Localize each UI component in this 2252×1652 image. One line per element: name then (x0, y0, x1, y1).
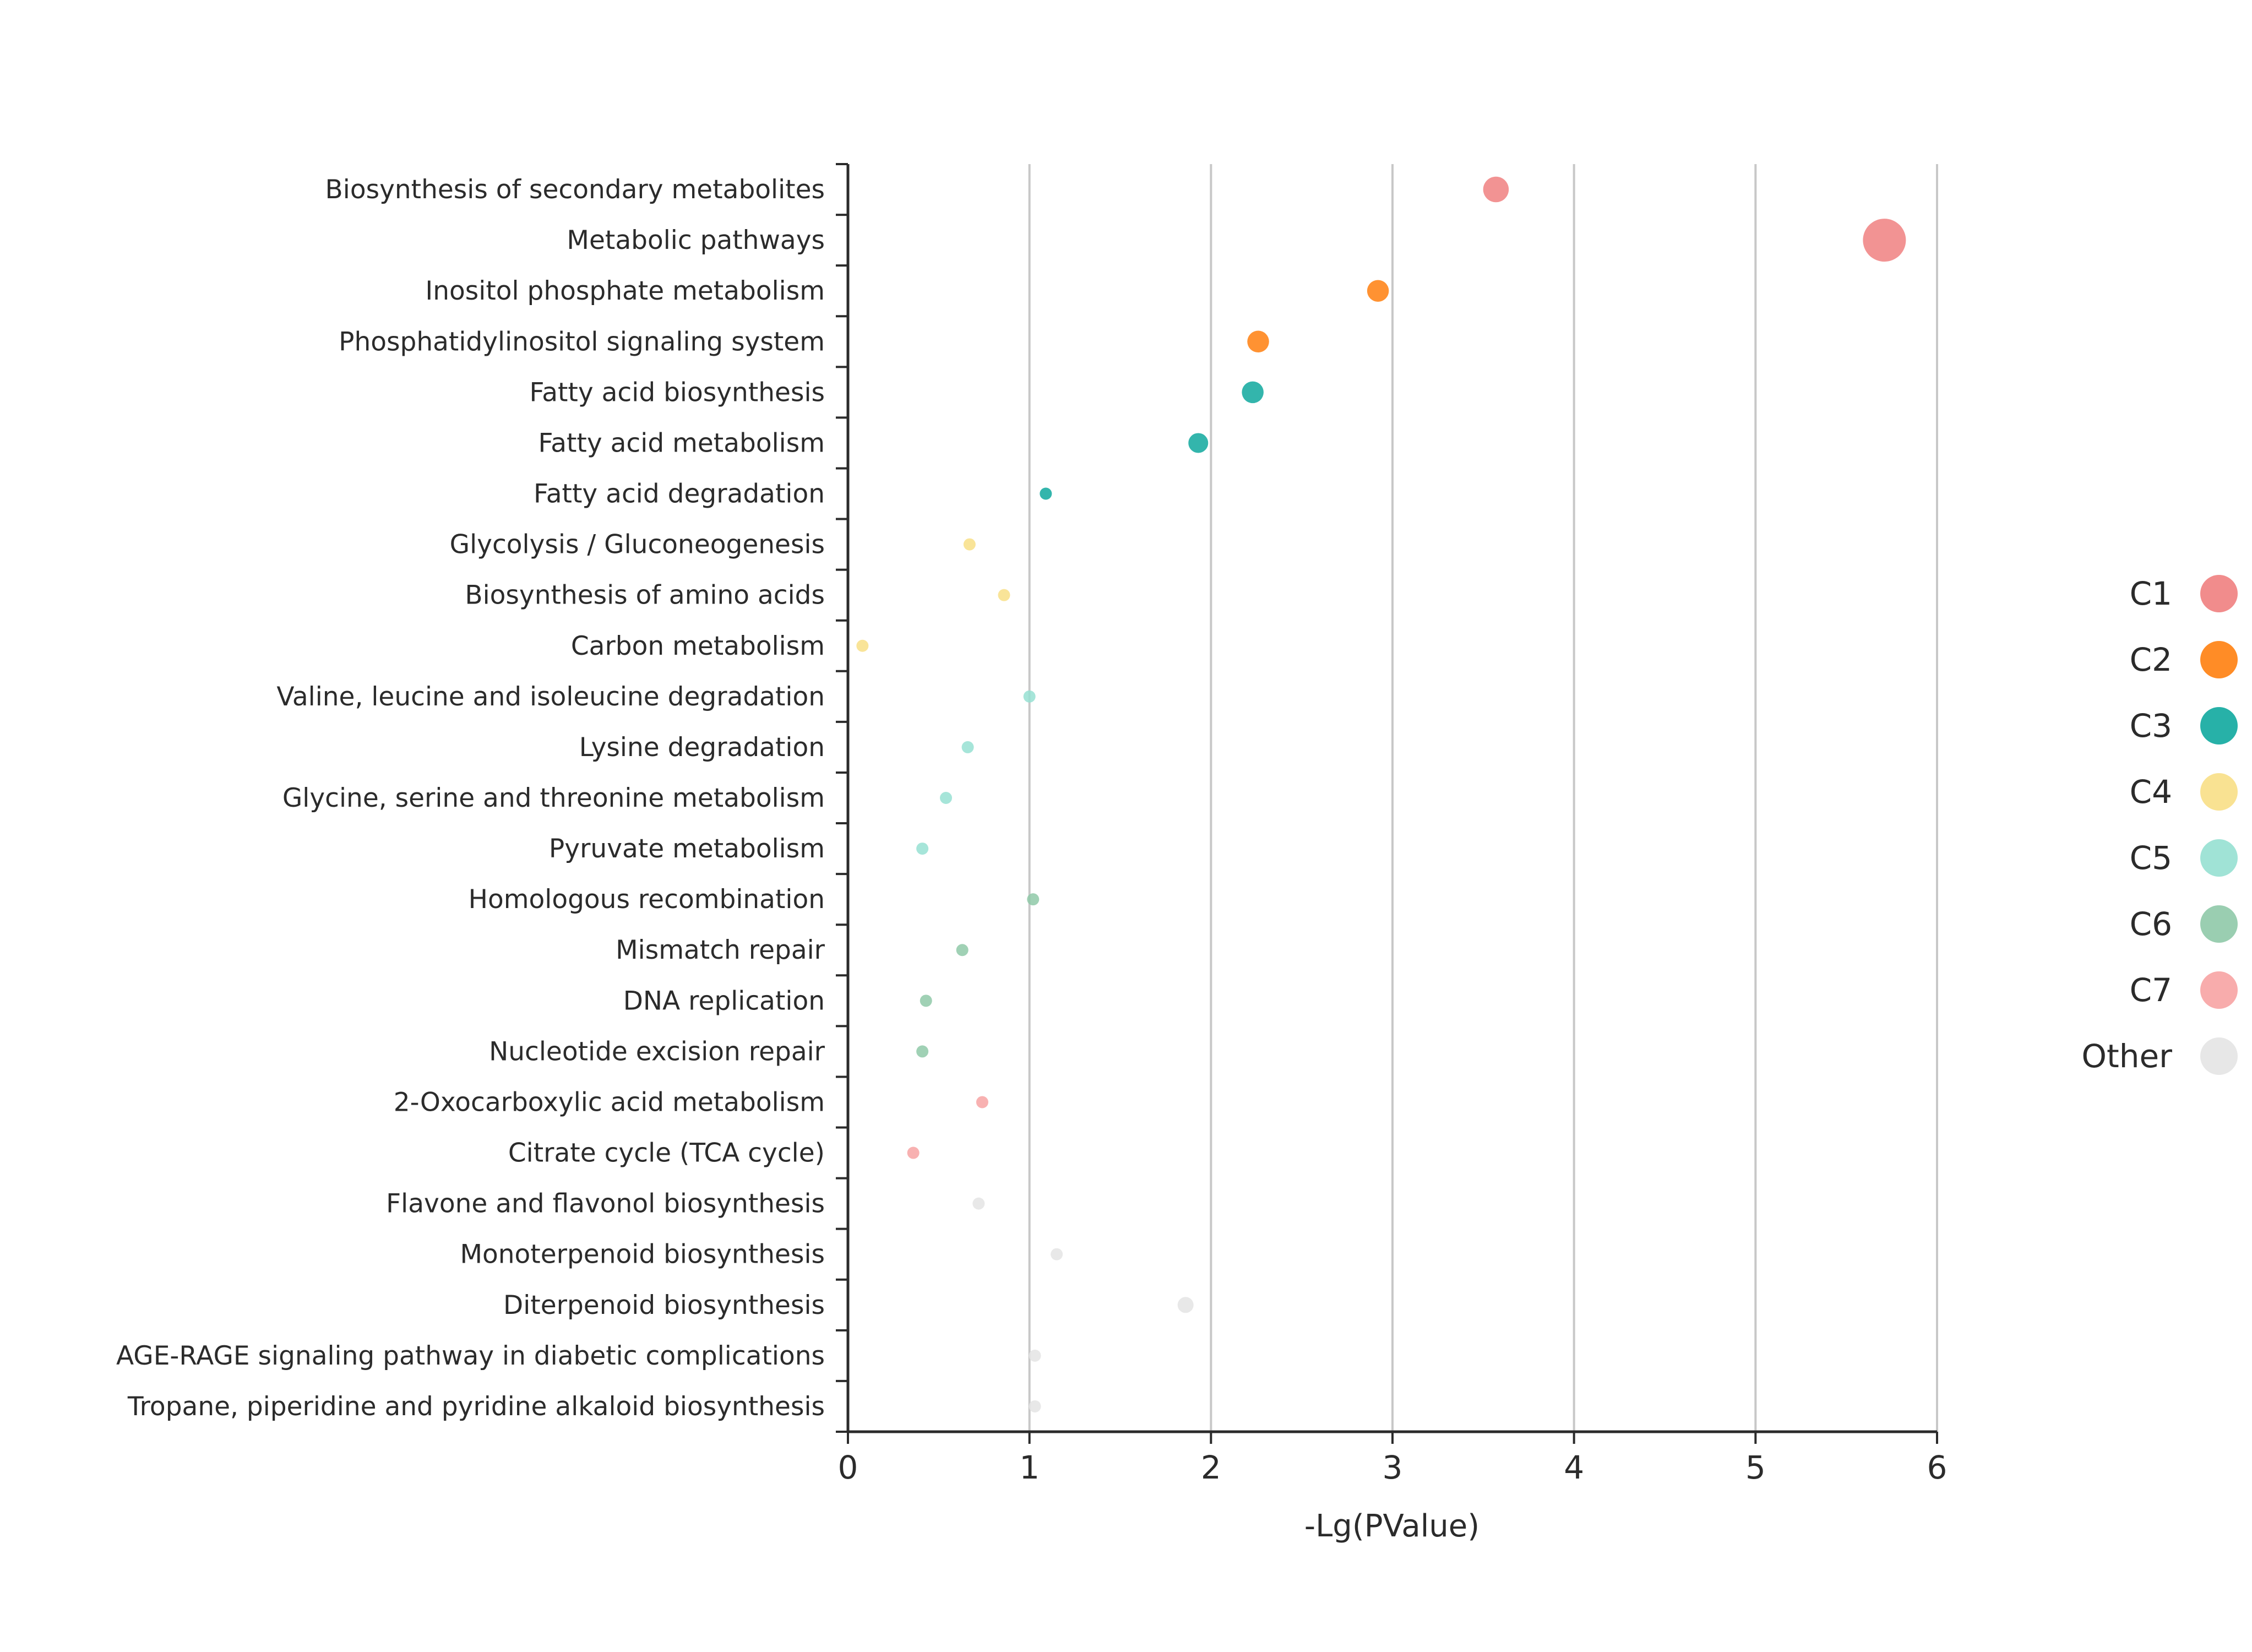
category-label: Flavone and flavonol biosynthesis (386, 1189, 825, 1219)
category-label: Phosphatidylinositol signaling system (339, 327, 825, 357)
category-label: Glycolysis / Gluconeogenesis (450, 530, 825, 560)
legend-label: C6 (2130, 905, 2172, 943)
legend-label: C2 (2130, 641, 2172, 678)
data-point (956, 944, 969, 957)
category-label: Biosynthesis of amino acids (465, 580, 825, 611)
data-point (976, 1096, 988, 1108)
category-label: Mismatch repair (616, 935, 825, 965)
category-label: Glycine, serine and threonine metabolism (282, 783, 825, 813)
legend: C1 C2 C3 C4 C5 C6 C7 Other (2081, 575, 2238, 1075)
x-axis-title: -Lg(PValue) (1304, 1508, 1479, 1544)
category-label: AGE-RAGE signaling pathway in diabetic c… (116, 1341, 825, 1371)
data-point (963, 538, 976, 551)
category-label: Carbon metabolism (571, 631, 825, 661)
data-point (916, 1045, 929, 1058)
legend-marker (2200, 905, 2238, 943)
legend-marker (2200, 773, 2238, 811)
category-label: Biosynthesis of secondary metabolites (325, 175, 825, 205)
x-tick-label: 1 (1019, 1449, 1040, 1486)
data-point (961, 741, 974, 753)
data-point (1483, 176, 1509, 203)
x-tick-label: 5 (1745, 1449, 1766, 1486)
axes (836, 163, 1938, 1444)
category-labels: Biosynthesis of secondary metabolites Met… (116, 175, 825, 1422)
x-tick-label: 3 (1383, 1449, 1403, 1486)
data-point (907, 1146, 920, 1159)
category-label: Inositol phosphate metabolism (425, 276, 825, 306)
legend-label: C3 (2130, 707, 2172, 745)
x-tick-labels: 0 1 2 3 4 5 6 (838, 1449, 1948, 1486)
category-label: Fatty acid biosynthesis (529, 377, 825, 407)
legend-label: C4 (2130, 773, 2172, 811)
data-point (856, 639, 869, 652)
category-label: Lysine degradation (579, 732, 825, 763)
category-label: Fatty acid metabolism (538, 428, 825, 458)
data-point (1051, 1248, 1063, 1260)
x-tick-label: 6 (1927, 1449, 1948, 1486)
category-label: Nucleotide excision repair (489, 1036, 825, 1067)
data-point (920, 995, 932, 1007)
legend-marker (2200, 575, 2238, 612)
legend-label: Other (2081, 1037, 2172, 1075)
data-point (916, 843, 929, 855)
legend-marker (2200, 839, 2238, 877)
data-point (1023, 690, 1036, 703)
legend-marker (2200, 1037, 2238, 1075)
data-point (1367, 280, 1389, 302)
category-label: DNA replication (623, 986, 825, 1016)
data-point (972, 1197, 985, 1210)
data-point (1029, 1349, 1041, 1362)
x-tick-label: 0 (838, 1449, 858, 1486)
data-point (1027, 893, 1040, 906)
category-label: Pyruvate metabolism (549, 834, 825, 864)
legend-marker (2200, 641, 2238, 678)
category-label: Fatty acid degradation (534, 479, 825, 509)
legend-label: C7 (2130, 971, 2172, 1009)
category-label: Homologous recombination (469, 884, 825, 915)
data-point (1029, 1400, 1041, 1412)
legend-label: C1 (2130, 575, 2172, 612)
category-label: Metabolic pathways (567, 225, 825, 256)
x-tick-label: 4 (1564, 1449, 1584, 1486)
category-label: Diterpenoid biosynthesis (503, 1290, 825, 1320)
data-point (1188, 433, 1209, 453)
data-point (1242, 381, 1264, 404)
x-tick-label: 2 (1201, 1449, 1221, 1486)
data-points (856, 176, 1906, 1412)
grid (1028, 164, 1938, 1432)
category-label: Citrate cycle (TCA cycle) (508, 1138, 825, 1169)
legend-label: C5 (2130, 839, 2172, 877)
data-point (1040, 487, 1052, 500)
category-label: Valine, leucine and isoleucine degradati… (276, 682, 825, 712)
category-label: Monoterpenoid biosynthesis (460, 1240, 825, 1270)
data-point (998, 589, 1010, 601)
category-label: 2-Oxocarboxylic acid metabolism (394, 1087, 825, 1117)
legend-marker (2200, 707, 2238, 745)
data-point (1247, 330, 1269, 353)
data-point (1863, 219, 1906, 262)
legend-marker (2200, 971, 2238, 1009)
category-label: Tropane, piperidine and pyridine alkaloi… (127, 1392, 825, 1422)
data-point (1177, 1297, 1194, 1313)
data-point (940, 792, 953, 804)
